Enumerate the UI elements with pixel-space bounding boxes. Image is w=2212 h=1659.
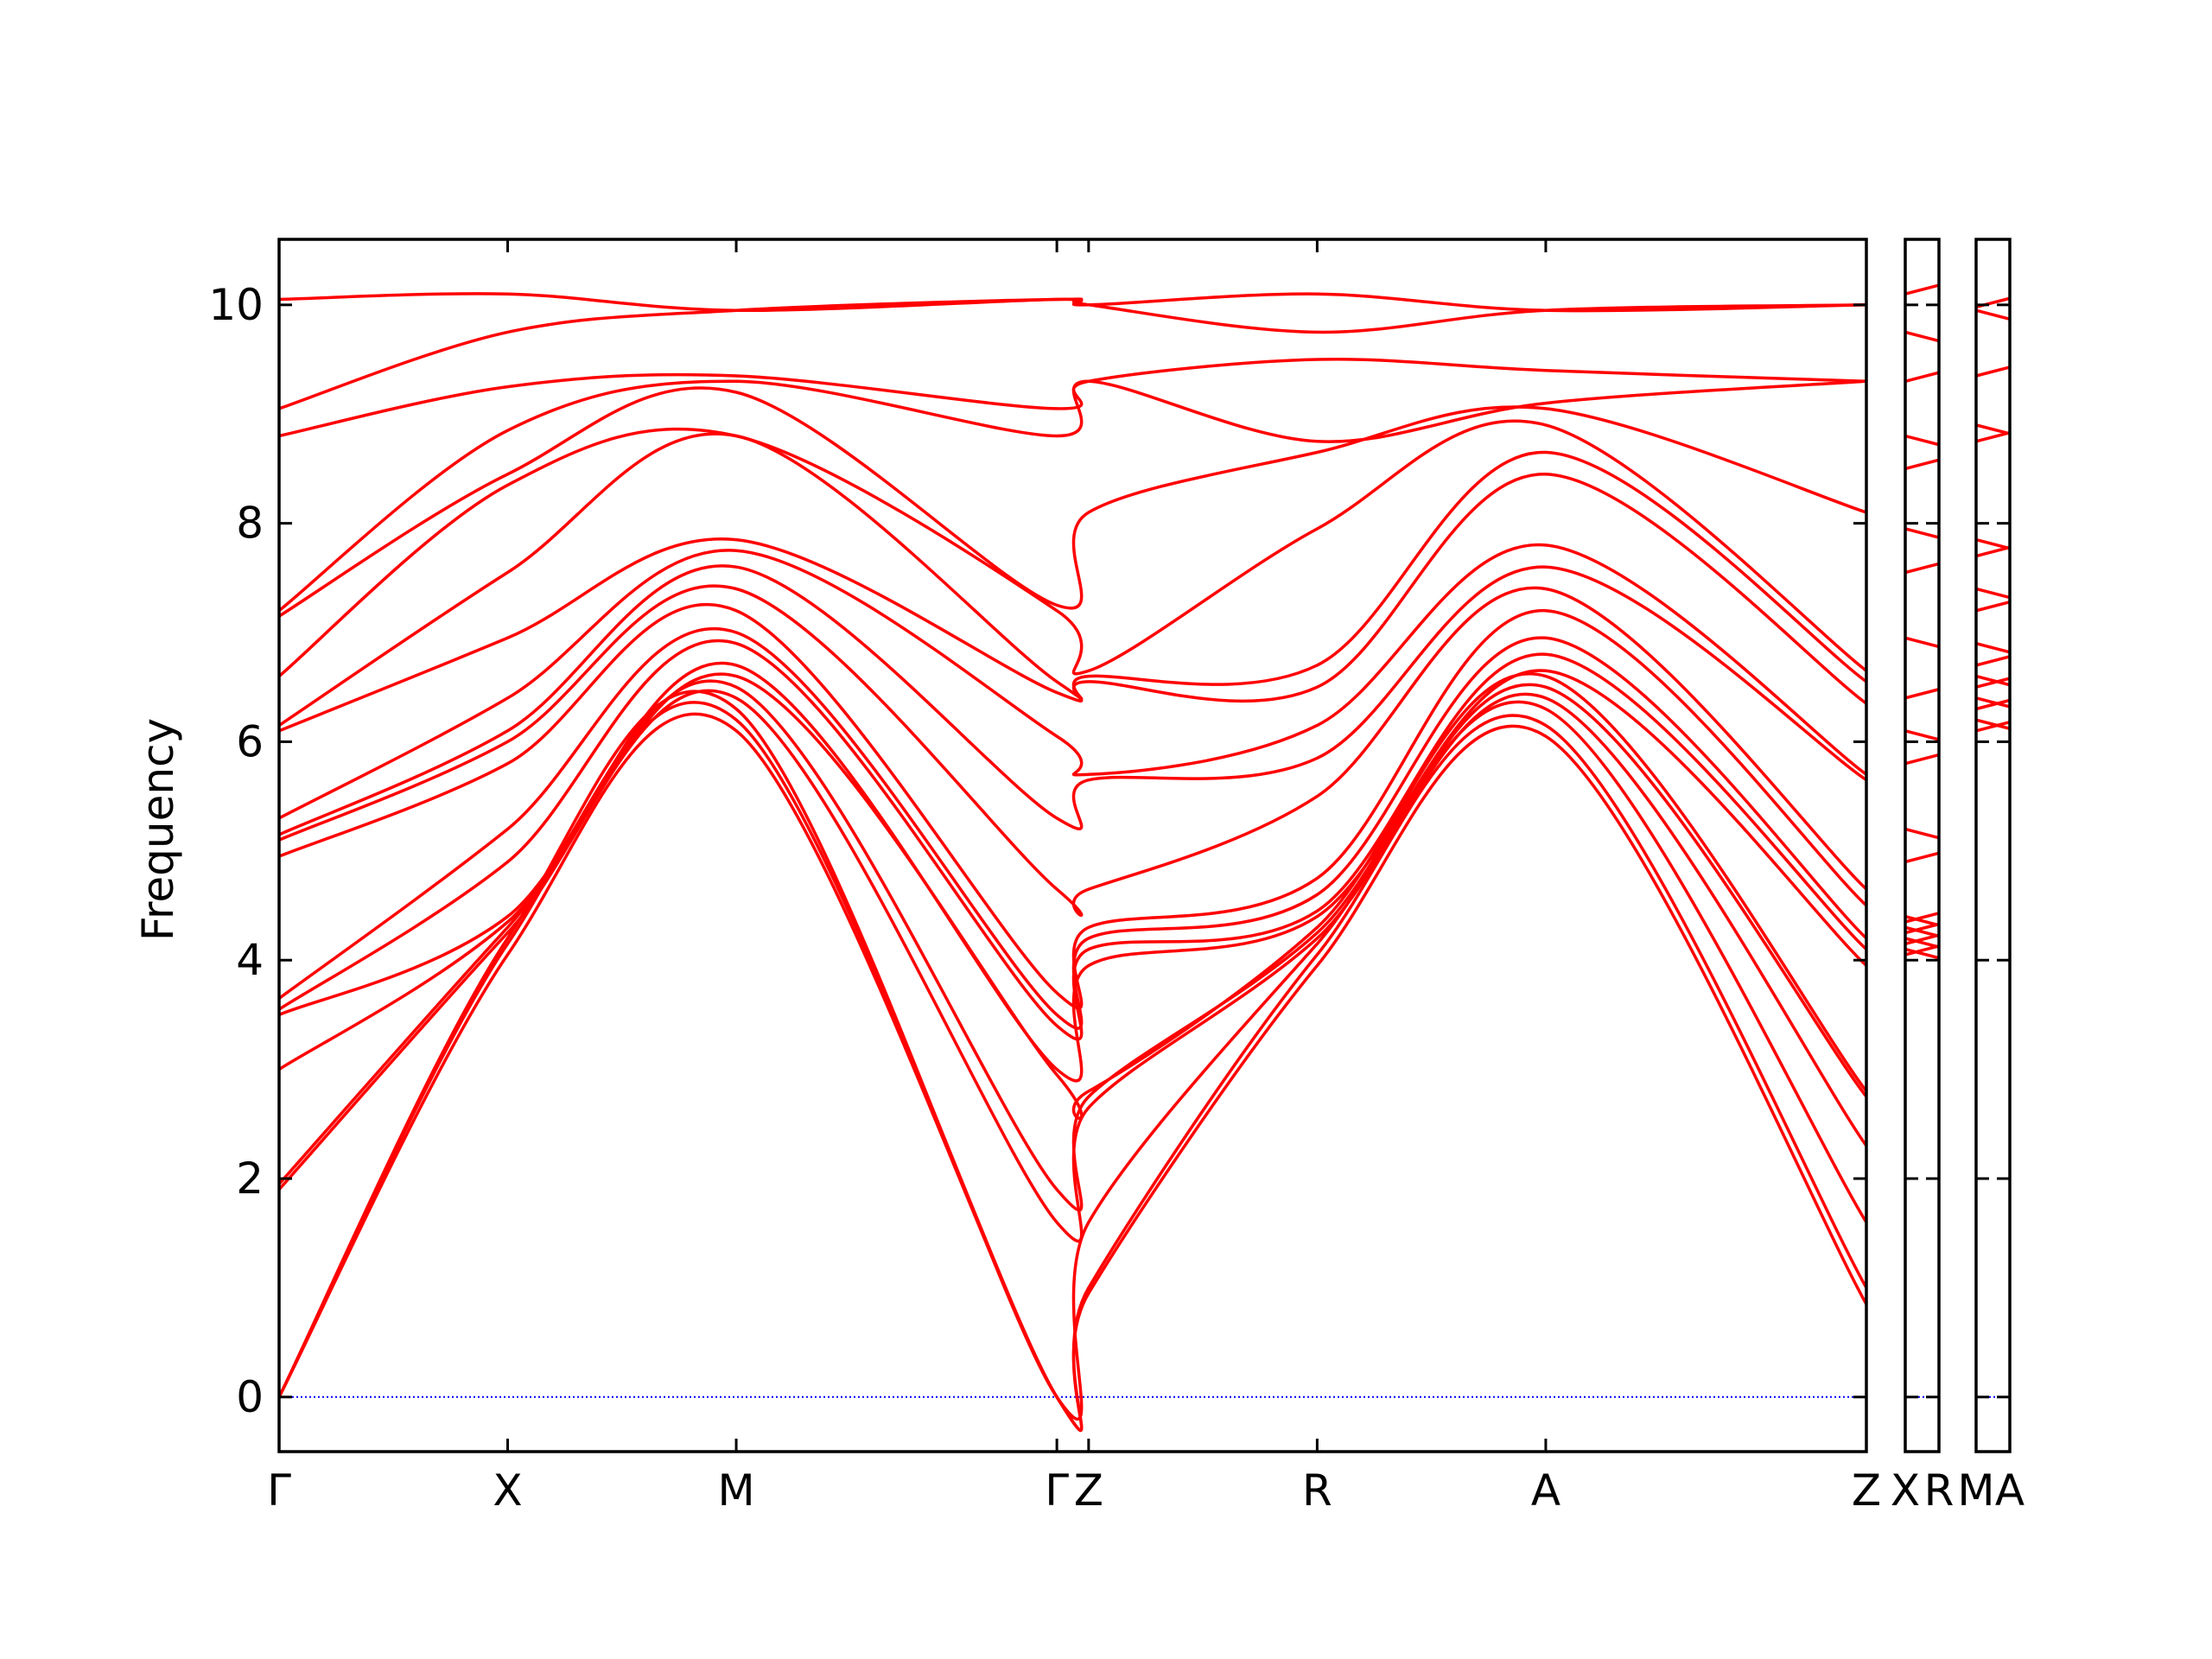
band-line <box>1904 912 1940 924</box>
band-line <box>1904 937 1940 949</box>
x-tick-label: M <box>1957 1465 1994 1516</box>
y-tick-label: 8 <box>236 499 264 549</box>
panel-frame <box>1974 238 2012 1453</box>
band-line <box>1904 562 1940 575</box>
band-line <box>278 564 1867 836</box>
band-line <box>1904 527 1940 539</box>
band-line <box>1975 674 2011 687</box>
y-tick-label: 0 <box>236 1372 264 1422</box>
band-line <box>1904 753 1940 766</box>
x-tick-label: Γ <box>267 1465 291 1516</box>
band-line <box>1904 688 1940 700</box>
band-line <box>1975 655 2011 667</box>
x-tick-label: Γ <box>1045 1465 1069 1516</box>
x-tick-label: A <box>1531 1465 1560 1516</box>
band-line <box>1904 851 1940 864</box>
x-tick-label: A <box>1995 1465 2024 1516</box>
band-line <box>278 543 1868 820</box>
band-line <box>1975 587 2011 600</box>
band-line <box>278 432 1868 727</box>
band-line <box>1975 677 2011 689</box>
band-line <box>1975 641 2011 654</box>
band-line <box>1975 308 2011 321</box>
band-line <box>1904 922 1940 935</box>
x-tick-label: X <box>1891 1465 1920 1516</box>
band-line <box>277 419 1868 677</box>
band-line <box>1975 423 2011 435</box>
band-line <box>1975 698 2011 711</box>
band-line <box>1975 537 2011 550</box>
panel-frame <box>1904 238 1941 1453</box>
x-tick-label: R <box>1302 1465 1332 1516</box>
panel-frame <box>277 238 1868 1453</box>
band-line <box>1904 944 1940 957</box>
band-line <box>278 584 1868 918</box>
band-line <box>1904 914 1940 927</box>
y-tick-label: 6 <box>236 716 264 766</box>
band-line <box>1904 458 1940 471</box>
band-line <box>1904 434 1940 447</box>
band-line <box>278 386 1867 618</box>
band-line <box>1904 925 1940 938</box>
band-line <box>1904 827 1940 840</box>
band-line <box>278 639 1868 1041</box>
band-line <box>277 679 1868 1212</box>
x-tick-label: R <box>1924 1465 1955 1516</box>
band-line <box>278 358 1867 438</box>
band-line <box>1975 545 2011 558</box>
x-tick-label: Z <box>1852 1465 1881 1516</box>
band-line <box>278 602 1868 1010</box>
band-line <box>1904 636 1940 649</box>
y-tick-label: 10 <box>208 280 264 330</box>
band-line <box>277 379 1867 613</box>
band-line <box>1975 696 2011 709</box>
band-line <box>1904 933 1940 945</box>
band-line <box>277 701 1868 1432</box>
band-line <box>1975 365 2011 378</box>
band-line <box>1975 720 2011 733</box>
band-line <box>1975 718 2011 730</box>
band-line <box>1904 729 1940 741</box>
x-tick-label: Z <box>1074 1465 1103 1516</box>
band-line <box>1975 600 2011 613</box>
x-tick-label: M <box>717 1465 754 1516</box>
band-line <box>278 661 1868 1083</box>
band-line <box>1975 431 2011 443</box>
band-line <box>278 292 1867 313</box>
band-line <box>1904 947 1940 960</box>
y-tick-label: 4 <box>236 935 264 985</box>
band-line <box>1904 283 1940 296</box>
band-line <box>1904 330 1940 343</box>
x-tick-label: X <box>493 1465 522 1516</box>
y-tick-label: 2 <box>236 1154 264 1204</box>
band-line <box>278 672 1868 1120</box>
y-axis-label: Frequency <box>133 718 183 941</box>
band-line <box>1904 371 1940 384</box>
